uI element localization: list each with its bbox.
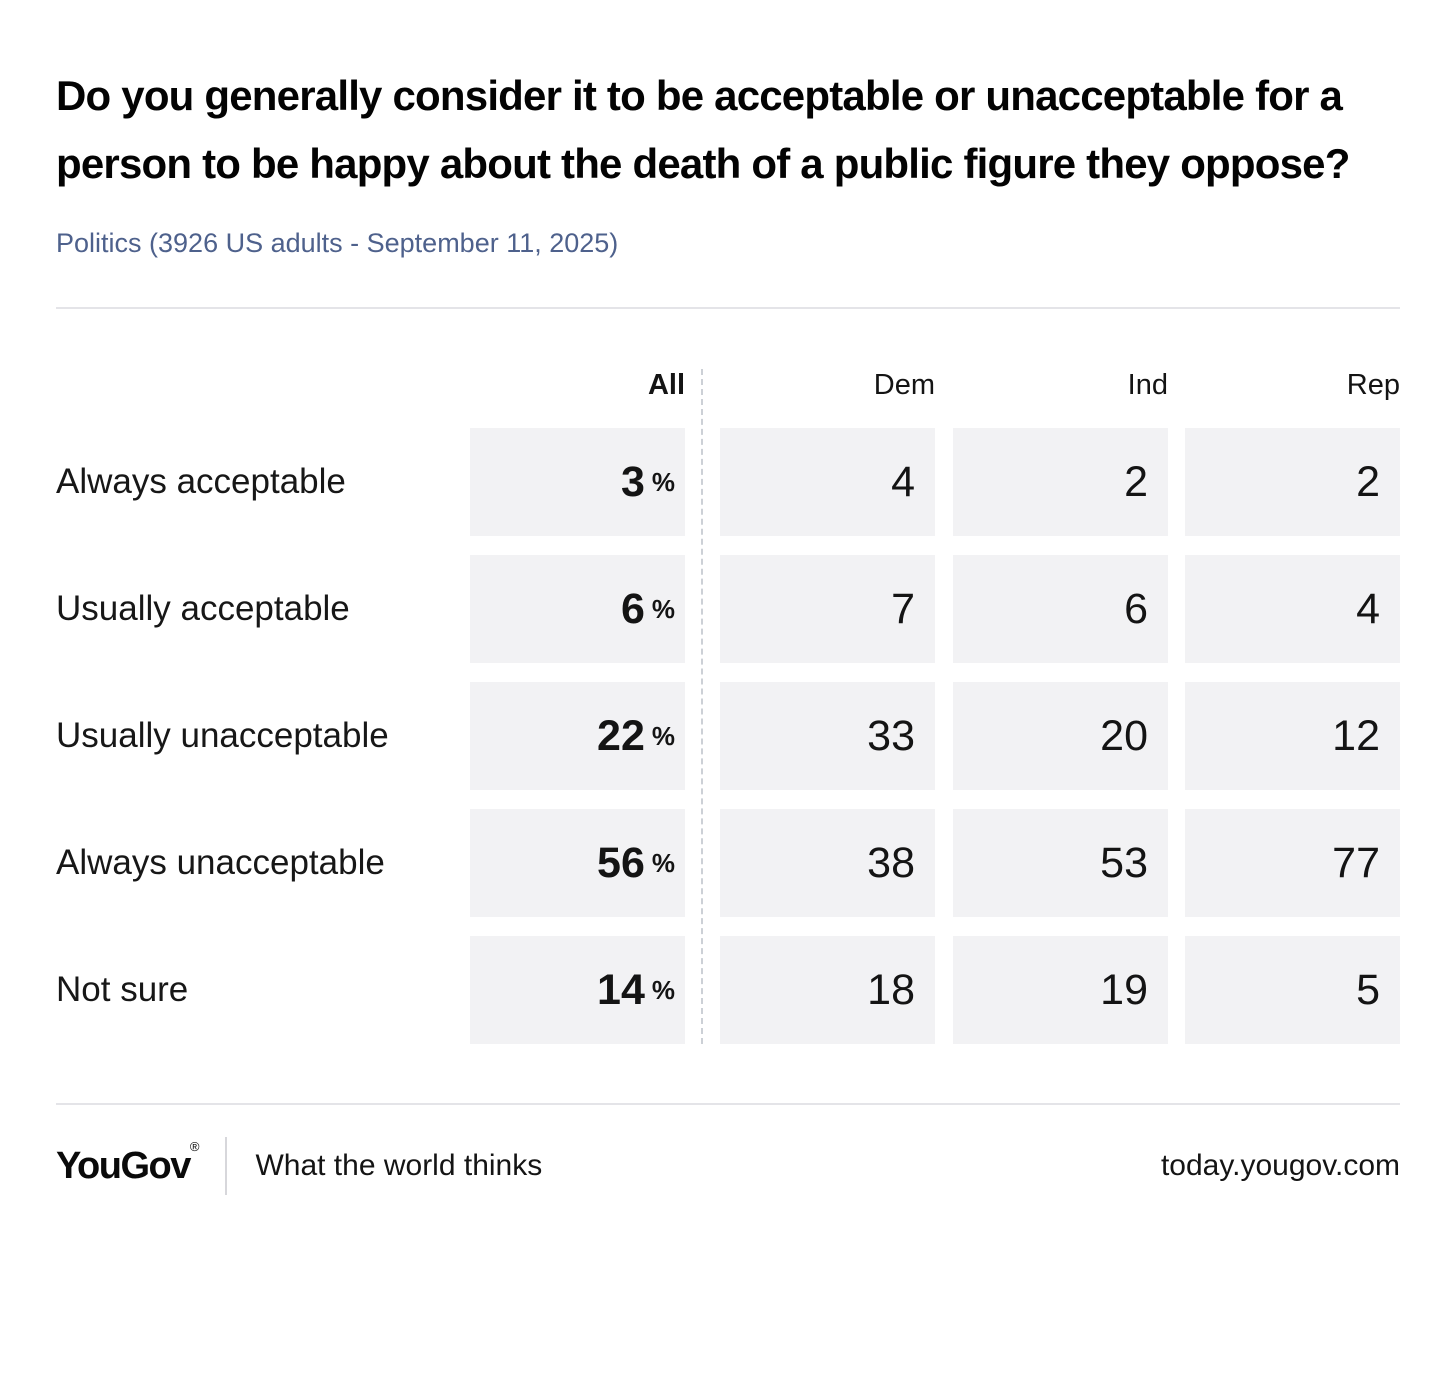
column-header-rep: Rep: [1346, 369, 1400, 401]
rep-value-cell: 2: [1185, 428, 1400, 536]
ind-value-cell: 19: [953, 936, 1168, 1044]
page-title: Do you generally consider it to be accep…: [56, 72, 1350, 187]
all-value-cell: 22%: [470, 682, 685, 790]
percent-sign: %: [651, 974, 675, 1005]
table-header-row: All Dem Ind Rep: [56, 369, 1400, 402]
ind-value-cell: 20: [953, 682, 1168, 790]
percent-sign: %: [651, 720, 675, 751]
top-divider: [56, 307, 1400, 309]
table-row: Usually unacceptable 22% 33 20 12: [56, 682, 1400, 790]
footer-divider-rule: [56, 1103, 1400, 1105]
footer-site-url: today.yougov.com: [1160, 1149, 1400, 1182]
dem-value-cell: 18: [720, 936, 935, 1044]
yougov-logo-text: YouGov: [56, 1144, 191, 1187]
rep-value-cell: 5: [1185, 936, 1400, 1044]
all-value-cell: 14%: [470, 936, 685, 1044]
rep-value-cell: 4: [1185, 555, 1400, 663]
row-label: Usually unacceptable: [56, 716, 389, 755]
ind-value-cell: 6: [953, 555, 1168, 663]
footer-tagline: What the world thinks: [255, 1149, 543, 1182]
row-label: Usually acceptable: [56, 589, 350, 628]
all-value: 22: [597, 711, 645, 760]
percent-sign: %: [651, 847, 675, 878]
yougov-logo: YouGov®: [56, 1139, 199, 1188]
table-row: Always unacceptable 56% 38 53 77: [56, 809, 1400, 917]
row-label: Not sure: [56, 970, 189, 1009]
dem-value-cell: 38: [720, 809, 935, 917]
all-value-cell: 56%: [470, 809, 685, 917]
all-value: 56: [597, 838, 645, 887]
footer: YouGov® What the world thinks today.youg…: [56, 1137, 1400, 1195]
all-value: 14: [597, 965, 645, 1014]
results-table: All Dem Ind Rep Always acceptable 3% 4 2…: [56, 369, 1400, 1044]
footer-vertical-divider: [225, 1137, 228, 1195]
ind-value-cell: 53: [953, 809, 1168, 917]
percent-sign: %: [651, 593, 675, 624]
all-value-cell: 3%: [470, 428, 685, 536]
rep-value-cell: 12: [1185, 682, 1400, 790]
page-subtitle: Politics (3926 US adults - September 11,…: [56, 228, 619, 258]
dem-value-cell: 7: [720, 555, 935, 663]
dem-value-cell: 33: [720, 682, 935, 790]
column-header-ind: Ind: [1127, 369, 1168, 401]
table-row: Usually acceptable 6% 7 6 4: [56, 555, 1400, 663]
dem-value-cell: 4: [720, 428, 935, 536]
table-row: Not sure 14% 18 19 5: [56, 936, 1400, 1044]
row-label: Always unacceptable: [56, 843, 385, 882]
column-header-dem: Dem: [873, 369, 935, 401]
poll-result-card: Do you generally consider it to be accep…: [0, 62, 1456, 1195]
column-header-all: All: [647, 369, 685, 401]
all-value: 6: [620, 584, 645, 633]
registered-mark: ®: [189, 1138, 200, 1154]
percent-sign: %: [651, 466, 675, 497]
all-value-cell: 6%: [470, 555, 685, 663]
all-column-dashed-divider: [701, 369, 703, 1044]
ind-value-cell: 2: [953, 428, 1168, 536]
table-row: Always acceptable 3% 4 2 2: [56, 428, 1400, 536]
all-value: 3: [620, 457, 645, 506]
row-label: Always acceptable: [56, 462, 346, 501]
rep-value-cell: 77: [1185, 809, 1400, 917]
